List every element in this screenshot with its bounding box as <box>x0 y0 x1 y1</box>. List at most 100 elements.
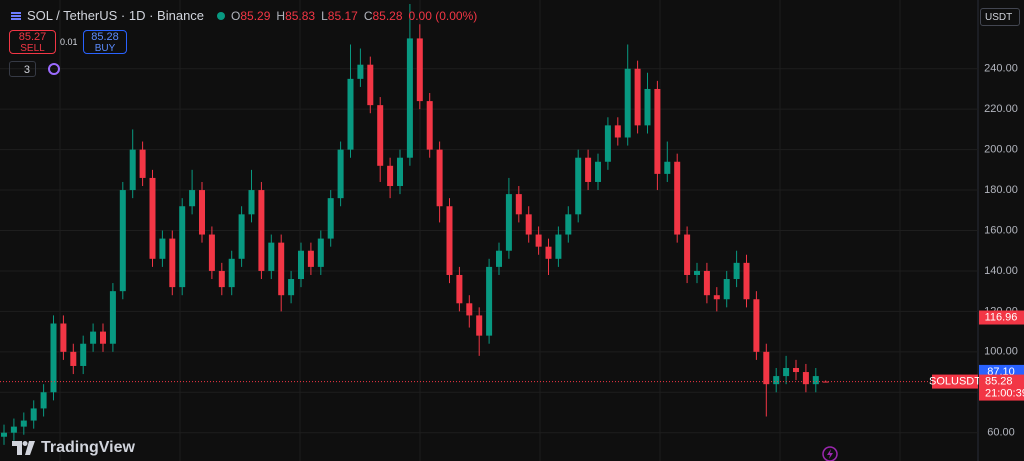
lightning-icon[interactable] <box>822 446 838 461</box>
candle-body <box>654 88 661 174</box>
candle-body <box>357 64 364 79</box>
candle-body <box>585 157 592 182</box>
candle-body <box>149 177 156 259</box>
candle-body <box>723 279 730 300</box>
ohlc-key: H <box>276 8 286 23</box>
candle-body <box>40 392 47 409</box>
candle-body <box>426 101 433 150</box>
candle-body <box>139 149 146 178</box>
ohlc-value: 85.83 <box>285 8 316 23</box>
sync-icon[interactable] <box>47 62 61 76</box>
candle-body <box>505 194 512 251</box>
sell-price: 85.27 <box>18 31 47 43</box>
y-tick-label: 240.00 <box>984 63 1018 75</box>
candle-body <box>743 262 750 300</box>
candle-body <box>634 68 641 126</box>
currency-dropdown[interactable]: USDT <box>980 8 1020 26</box>
candle-body <box>30 408 37 421</box>
candle-body <box>169 238 176 288</box>
candle-body <box>703 270 710 296</box>
ohlc-value: 85.17 <box>327 8 358 23</box>
sell-button[interactable]: 85.27 SELL <box>9 30 56 54</box>
y-tick-label: 180.00 <box>984 184 1018 196</box>
candle-body <box>367 64 374 106</box>
candle-body <box>347 78 354 150</box>
candle-body <box>456 274 463 304</box>
price-tag <box>979 374 1024 401</box>
candle-body <box>575 157 582 215</box>
candle-body <box>446 206 453 275</box>
symbol-icon <box>11 11 21 20</box>
candle-body <box>208 234 215 271</box>
candle-body <box>812 376 819 385</box>
candle-body <box>258 190 265 271</box>
change: 0.00 (0.00%) <box>408 8 478 23</box>
ohlc-item: H85.83 <box>276 9 315 23</box>
ohlc-value: 85.28 <box>372 8 403 23</box>
candle-body <box>614 125 621 138</box>
candle-body <box>684 234 691 275</box>
ohlc-legend: O85.29 H85.83 L85.17 C85.28 0.00 (0.00%) <box>217 9 477 23</box>
brand-logo: TradingView <box>12 439 135 457</box>
y-tick-label: 100.00 <box>984 346 1018 358</box>
candle-body <box>496 250 502 267</box>
candle-body <box>189 190 196 207</box>
candle-body <box>763 351 770 385</box>
price-tag-text: 116.96 <box>985 311 1018 323</box>
candle-body <box>60 323 67 352</box>
candle-body <box>119 190 126 292</box>
candle-body <box>278 242 285 296</box>
candle-body <box>753 299 760 352</box>
candle-body <box>733 262 740 280</box>
candle-body <box>129 149 136 191</box>
candle-body <box>535 234 542 247</box>
candle-body <box>783 367 790 377</box>
candle-body <box>674 161 681 235</box>
candle-body <box>307 250 314 267</box>
logo-mark <box>12 441 35 455</box>
price-tag <box>979 310 1024 325</box>
buy-button[interactable]: 85.28 BUY <box>83 30 127 54</box>
candle-body <box>604 125 611 162</box>
symbol-tag <box>932 374 978 389</box>
candle-body <box>100 331 106 344</box>
candle-body <box>387 165 394 187</box>
candle-body <box>199 190 205 235</box>
candle-body <box>525 214 532 235</box>
candle-body <box>377 105 384 166</box>
y-tick-label: 200.00 <box>984 144 1018 156</box>
countdown: 21:00:39 <box>985 387 1024 399</box>
candle-body <box>1 432 7 437</box>
ohlc-item: O85.29 <box>231 9 270 23</box>
ohlc-key: C <box>363 8 373 23</box>
candle-body <box>298 250 304 280</box>
buy-price: 85.28 <box>91 31 119 43</box>
candle-body <box>595 161 601 182</box>
candle-body <box>288 279 295 296</box>
brand-name: TradingView <box>41 439 135 456</box>
candle-body <box>268 242 275 271</box>
candle-body <box>10 426 17 433</box>
candle-body <box>802 372 809 385</box>
candle-body <box>397 157 403 187</box>
ohlc-key: O <box>231 8 241 23</box>
candle-body <box>70 351 77 366</box>
indicator-toggle[interactable]: 3 <box>9 61 36 77</box>
candle-body <box>406 38 413 158</box>
candle-body <box>466 303 473 316</box>
symbol-header: SOL / TetherUS · 1D · Binance O85.29 H85… <box>10 8 477 23</box>
candle-body <box>515 194 522 215</box>
candle-body <box>664 161 671 174</box>
candle-body <box>337 149 344 199</box>
candle-body <box>327 198 334 239</box>
candle-body <box>50 323 57 393</box>
candle-body <box>793 367 799 373</box>
candle-body <box>179 206 186 288</box>
symbol-tag-text: SOLUSDT <box>929 375 981 387</box>
symbol-title[interactable]: SOL / TetherUS · 1D · Binance <box>27 8 205 23</box>
ohlc-item: C85.28 <box>364 9 403 23</box>
status-dot <box>217 11 226 20</box>
ohlc-item: L85.17 <box>321 9 358 23</box>
